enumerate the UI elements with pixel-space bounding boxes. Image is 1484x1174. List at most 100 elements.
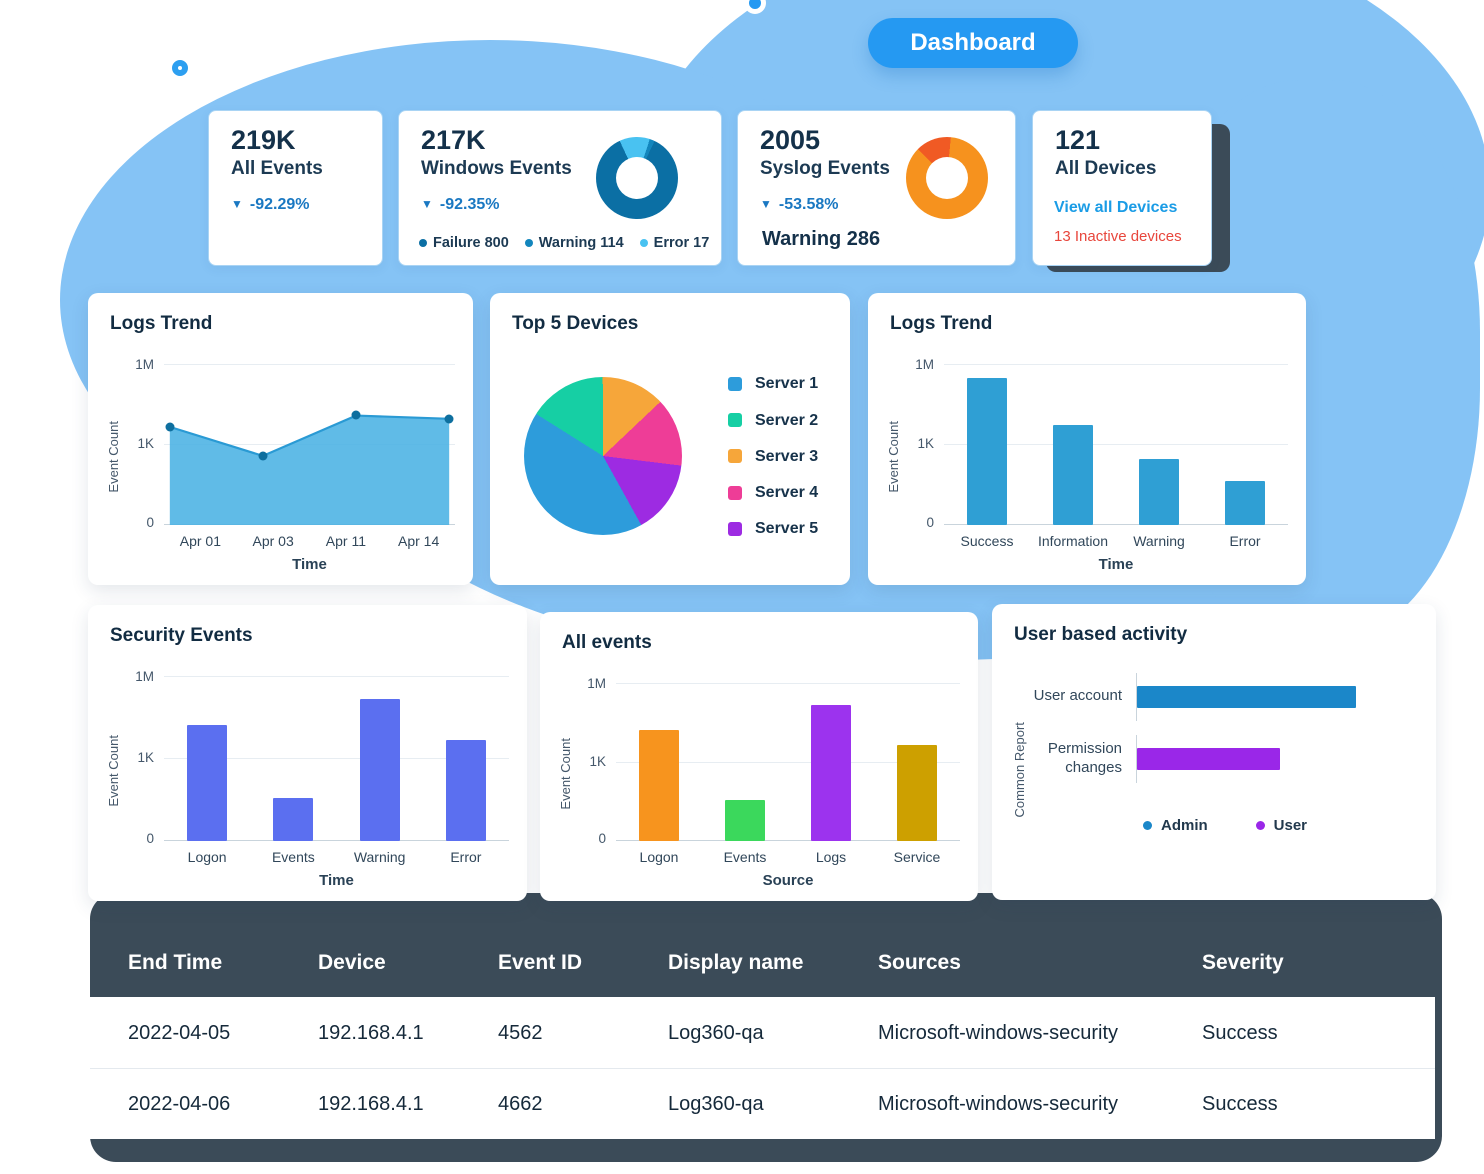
events-table: 2022-04-05 192.168.4.1 4562 Log360-qa Mi… (90, 997, 1435, 1139)
donut-legend: Failure 800 Warning 114 Error 17 (419, 235, 709, 252)
data-point (444, 414, 454, 424)
windows-events-donut-chart (596, 137, 678, 219)
security-events-card: Security Events Event Count 1M 1K 0 Logon E… (88, 605, 527, 901)
x-axis-title: Time (319, 872, 354, 889)
bar-events (273, 798, 314, 841)
triangle-down-icon: ▼ (760, 197, 772, 212)
legend-item: Server 4 (728, 483, 818, 502)
logs-trend-bar-chart: Event Count 1M 1K 0 Success Information Warn… (884, 338, 1288, 575)
cell-sources: Microsoft-windows-security (878, 1093, 1119, 1115)
chart-title: User based activity (1014, 624, 1188, 645)
dashboard-pill-button[interactable]: Dashboard (868, 18, 1078, 68)
y-axis-ticks: 1M 1K 0 (587, 675, 606, 846)
column-header: Severity (1202, 950, 1284, 974)
column-header: Device (318, 950, 386, 974)
legend-item: Server 5 (728, 519, 818, 538)
bar-error (1225, 481, 1265, 525)
x-axis-ticks: Apr 01 Apr 03 Apr 11 Apr 14 (179, 533, 440, 549)
data-point (351, 410, 361, 420)
legend-item: Server 3 (728, 447, 818, 466)
x-axis-ticks: Logon Events Warning Error (187, 849, 482, 865)
chart-title: Security Events (110, 625, 253, 646)
stat-card-syslog-events: 2005 Syslog Events ▼ -53.58% Warning 286 (737, 110, 1016, 266)
all-events-chart: Event Count 1M 1K 0 Logon Events Logs Service… (556, 657, 960, 891)
bar-logs (811, 704, 851, 841)
legend-item: User (1255, 817, 1307, 835)
x-axis-title: Source (762, 872, 814, 889)
stat-value: 217K (421, 125, 486, 155)
y-axis-ticks: 1M 1K 0 (915, 356, 934, 530)
table-header: End Time Device Event ID Display name So… (90, 928, 1435, 997)
x-axis-title: Time (292, 556, 327, 573)
y-axis-label: Event Count (106, 734, 122, 807)
pie-legend: Server 1 Server 2 Server 3 Server 4 Server 5 (728, 374, 818, 538)
cell-device: 192.168.4.1 (318, 1093, 424, 1115)
bar-warning (359, 698, 400, 841)
logs-trend-area-chart: Event Count 1M 1K 0 Apr 01 Apr 03 Apr 11 Apr … (104, 338, 455, 575)
stat-label: All Devices (1055, 158, 1157, 179)
data-point (165, 422, 175, 432)
bar-logon (187, 725, 228, 841)
cell-display-name: Log360-qa (668, 1093, 764, 1115)
stat-card-all-events: 219K All Events ▼ -92.29% (208, 110, 383, 266)
cell-sources: Microsoft-windows-security (878, 1021, 1119, 1044)
y-axis-label: Event Count (106, 420, 122, 493)
bar-permission-changes (1137, 747, 1281, 770)
stat-label: All Events (231, 158, 323, 179)
user-based-activity-chart: Common Report User account Permission ch… (1008, 649, 1418, 890)
chart-legend: Admin User (1032, 817, 1418, 835)
bar-service (897, 744, 937, 841)
y-axis-label: Common Report (1012, 721, 1028, 818)
logs-trend-area-card: Logs Trend Event Count 1M 1K 0 Apr 01 Apr 0… (88, 293, 473, 585)
column-header: End Time (128, 950, 223, 974)
stat-value: 2005 (760, 125, 821, 155)
decor-circle-icon (172, 60, 188, 76)
chart-title: Logs Trend (110, 313, 213, 334)
chart-title: Logs Trend (890, 313, 993, 334)
column-header: Sources (878, 950, 961, 974)
cell-severity: Success (1202, 1093, 1278, 1115)
data-point (258, 451, 268, 461)
stat-delta: ▼ -53.58% (760, 196, 839, 213)
stat-label: Windows Events (421, 158, 572, 179)
stat-card-all-devices: 121 All Devices View all Devices 13 Inac… (1032, 110, 1212, 266)
bar-events (725, 799, 765, 841)
stat-value: 121 (1055, 125, 1101, 155)
inactive-devices-alert: 13 Inactive devices (1054, 228, 1182, 245)
security-events-chart: Event Count 1M 1K 0 Logon Events Warning Erro… (104, 650, 509, 891)
x-axis-title: Time (1098, 556, 1134, 573)
column-header: Event ID (498, 950, 583, 974)
all-events-card: All events Event Count 1M 1K 0 Logon Events… (540, 612, 978, 901)
column-header: Display name (668, 950, 804, 974)
y-axis-label: Event Count (886, 420, 902, 493)
syslog-events-donut-chart (906, 137, 988, 219)
decor-circle-icon (744, 0, 766, 14)
bar-user-account (1137, 685, 1357, 708)
cell-device: 192.168.4.1 (318, 1021, 424, 1044)
cell-event-id: 4562 (498, 1021, 543, 1044)
category-label: User account (1033, 687, 1122, 705)
triangle-down-icon: ▼ (231, 197, 243, 212)
stat-label: Syslog Events (760, 158, 890, 179)
table-row[interactable]: 2022-04-05 192.168.4.1 4562 Log360-qa Mi… (90, 997, 1435, 1068)
logs-trend-bar-card: Logs Trend Event Count 1M 1K 0 Success Info… (868, 293, 1306, 585)
legend-item: Server 1 (728, 374, 818, 393)
stat-card-windows-events: 217K Windows Events ▼ -92.35% Failure 80… (398, 110, 722, 266)
user-based-activity-card: User based activity Common Report User a… (992, 604, 1436, 900)
stat-delta: ▼ -92.29% (231, 196, 310, 213)
bar-logon (639, 730, 679, 841)
y-axis-ticks: 1M 1K 0 (135, 668, 154, 846)
bar-information (1053, 425, 1093, 525)
table-row[interactable]: 2022-04-06 192.168.4.1 4662 Log360-qa Mi… (90, 1068, 1435, 1139)
chart-title: All events (562, 632, 652, 653)
warning-count: Warning 286 (762, 228, 881, 250)
y-axis-ticks: 1M 1K 0 (135, 356, 154, 530)
cell-severity: Success (1202, 1021, 1278, 1044)
bar-error (445, 740, 486, 841)
stat-value: 219K (231, 125, 296, 155)
view-all-devices-link[interactable]: View all Devices (1054, 199, 1178, 216)
cell-display-name: Log360-qa (668, 1021, 764, 1044)
chart-title: Top 5 Devices (512, 313, 639, 334)
hbar-row: Permission changes (1032, 734, 1418, 783)
area-series (164, 364, 455, 525)
